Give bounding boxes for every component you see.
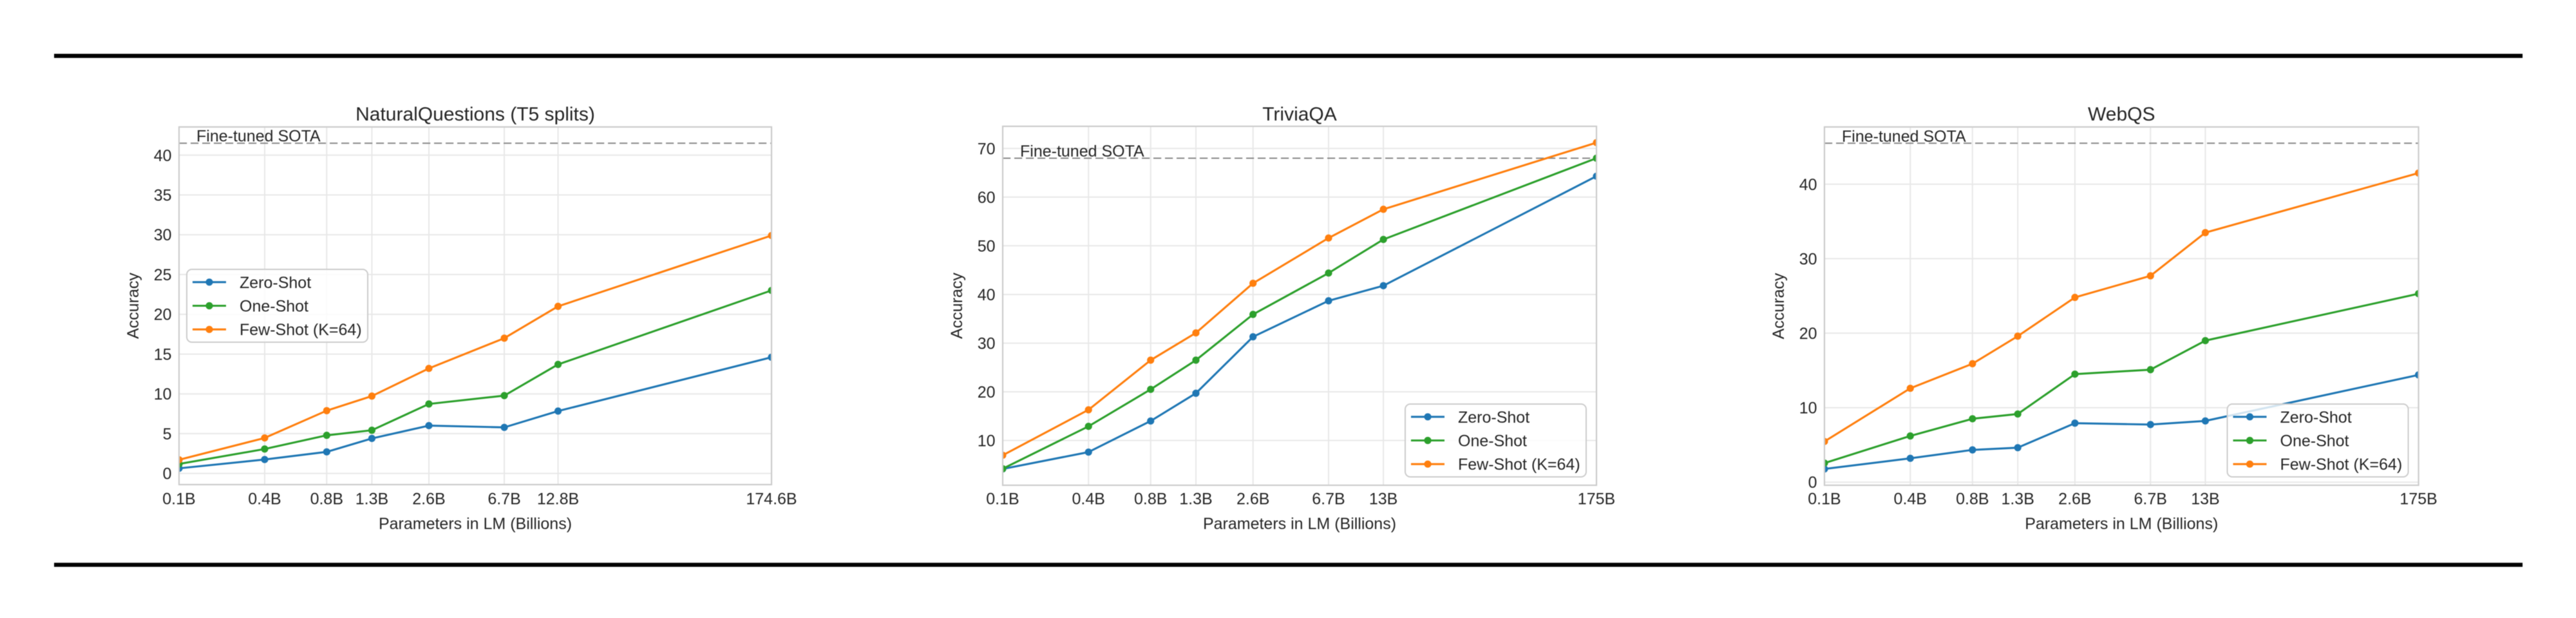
- svg-text:50: 50: [978, 237, 996, 255]
- svg-text:0: 0: [1808, 474, 1817, 492]
- svg-text:Accuracy: Accuracy: [1770, 273, 1788, 339]
- svg-text:2.6B: 2.6B: [1236, 490, 1269, 508]
- svg-text:6.7B: 6.7B: [1312, 490, 1345, 508]
- svg-text:30: 30: [978, 334, 996, 352]
- svg-text:10: 10: [1799, 400, 1817, 418]
- svg-text:One-Shot: One-Shot: [240, 298, 308, 316]
- svg-text:35: 35: [154, 186, 172, 204]
- svg-text:15: 15: [154, 345, 172, 363]
- svg-text:Fine-tuned SOTA: Fine-tuned SOTA: [1842, 128, 1966, 146]
- svg-text:Parameters in LM (Billions): Parameters in LM (Billions): [1203, 515, 1396, 533]
- svg-text:2.6B: 2.6B: [2058, 490, 2091, 508]
- svg-text:Parameters in LM (Billions): Parameters in LM (Billions): [2025, 515, 2218, 533]
- svg-text:40: 40: [154, 147, 172, 165]
- svg-text:Few-Shot (K=64): Few-Shot (K=64): [2280, 456, 2403, 474]
- svg-text:13B: 13B: [1369, 490, 1397, 508]
- svg-text:0.8B: 0.8B: [1956, 490, 1989, 508]
- svg-text:0.8B: 0.8B: [1134, 490, 1167, 508]
- svg-text:40: 40: [978, 286, 996, 304]
- svg-text:70: 70: [978, 140, 996, 158]
- svg-text:Accuracy: Accuracy: [124, 273, 142, 339]
- svg-text:Accuracy: Accuracy: [948, 273, 966, 339]
- svg-text:2.6B: 2.6B: [412, 490, 445, 508]
- svg-text:Fine-tuned SOTA: Fine-tuned SOTA: [1020, 142, 1144, 160]
- svg-text:1.3B: 1.3B: [355, 490, 388, 508]
- svg-text:One-Shot: One-Shot: [2280, 432, 2349, 450]
- svg-text:20: 20: [978, 383, 996, 401]
- svg-text:Few-Shot (K=64): Few-Shot (K=64): [240, 321, 362, 339]
- svg-text:5: 5: [163, 425, 172, 443]
- svg-text:Zero-Shot: Zero-Shot: [1458, 409, 1530, 427]
- svg-text:WebQS: WebQS: [2088, 104, 2155, 125]
- svg-text:Parameters in LM (Billions): Parameters in LM (Billions): [379, 515, 572, 533]
- svg-text:10: 10: [978, 432, 996, 450]
- svg-text:0.8B: 0.8B: [310, 490, 343, 508]
- svg-text:6.7B: 6.7B: [2134, 490, 2167, 508]
- svg-text:TriviaQA: TriviaQA: [1262, 104, 1337, 125]
- svg-text:40: 40: [1799, 176, 1817, 194]
- svg-text:25: 25: [154, 266, 172, 284]
- svg-text:6.7B: 6.7B: [488, 490, 520, 508]
- svg-text:1.3B: 1.3B: [1179, 490, 1212, 508]
- svg-text:13B: 13B: [2191, 490, 2219, 508]
- svg-text:0.4B: 0.4B: [1894, 490, 1927, 508]
- svg-text:12.8B: 12.8B: [537, 490, 579, 508]
- svg-text:0.4B: 0.4B: [248, 490, 281, 508]
- svg-text:60: 60: [978, 189, 996, 207]
- svg-text:Zero-Shot: Zero-Shot: [240, 274, 311, 292]
- svg-text:0: 0: [163, 465, 172, 483]
- svg-text:0.4B: 0.4B: [1072, 490, 1104, 508]
- svg-text:10: 10: [154, 385, 172, 403]
- svg-text:1.3B: 1.3B: [2001, 490, 2034, 508]
- svg-text:Fine-tuned SOTA: Fine-tuned SOTA: [196, 128, 321, 146]
- svg-text:20: 20: [154, 306, 172, 324]
- svg-text:30: 30: [154, 226, 172, 244]
- svg-text:0.1B: 0.1B: [986, 490, 1019, 508]
- svg-text:175B: 175B: [1578, 490, 1615, 508]
- svg-text:30: 30: [1799, 250, 1817, 268]
- svg-text:20: 20: [1799, 325, 1817, 343]
- svg-text:Few-Shot (K=64): Few-Shot (K=64): [1458, 456, 1580, 474]
- svg-text:0.1B: 0.1B: [162, 490, 195, 508]
- svg-text:One-Shot: One-Shot: [1458, 432, 1527, 450]
- svg-text:0.1B: 0.1B: [1808, 490, 1841, 508]
- svg-text:174.6B: 174.6B: [746, 490, 797, 508]
- svg-text:175B: 175B: [2400, 490, 2437, 508]
- svg-text:Zero-Shot: Zero-Shot: [2280, 409, 2352, 427]
- svg-text:NaturalQuestions (T5 splits): NaturalQuestions (T5 splits): [355, 104, 595, 125]
